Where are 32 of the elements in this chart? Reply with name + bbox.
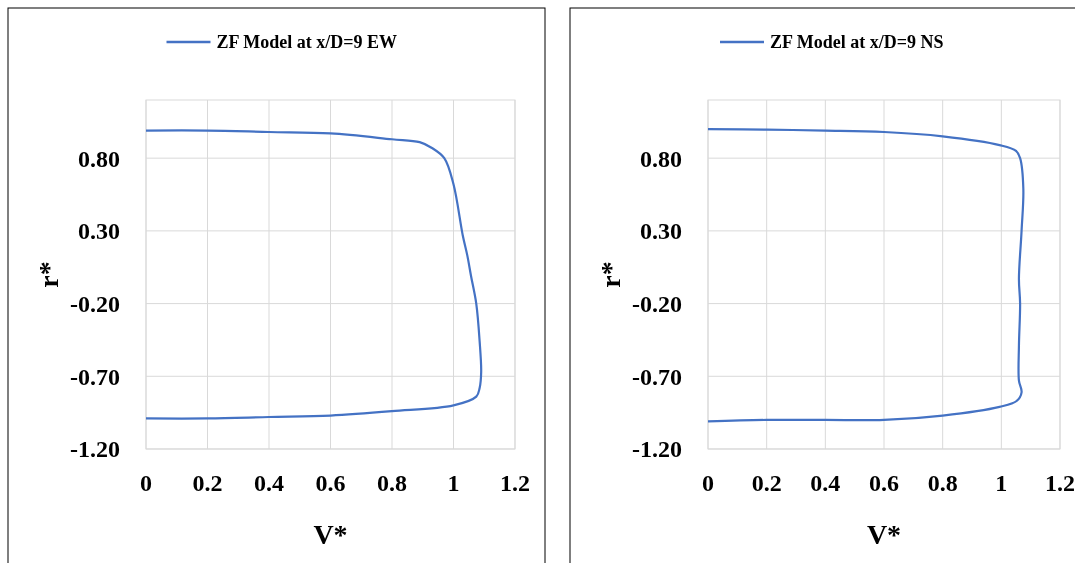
x-tick-label: 1 [995,470,1008,496]
x-tick-label: 1 [447,470,460,496]
y-tick-label: -0.70 [70,363,120,390]
x-tick-label: 0.6 [869,470,899,496]
y-tick-label: 0.80 [78,145,120,172]
x-tick-label: 0.2 [751,470,782,496]
y-tick-label: -1.20 [70,436,120,463]
y-axis-title: r* [595,261,626,288]
x-tick-label: 1.2 [1045,470,1075,496]
x-tick-label: 0.8 [927,470,958,496]
y-tick-label: -0.20 [632,290,682,317]
y-tick-label: -0.20 [70,290,120,317]
x-tick-label: 0.2 [192,470,223,496]
x-tick-label: 0.4 [254,470,284,496]
y-tick-label: -1.20 [632,436,682,463]
y-tick-label: 0.30 [640,218,682,245]
x-tick-label: 0.4 [810,470,841,496]
y-tick-label: 0.80 [640,145,682,172]
y-axis-title: r* [33,261,64,288]
line-series [706,127,1025,423]
x-tick-label: 0 [702,470,714,496]
x-tick-label: 0.6 [315,470,346,496]
x-axis-title: V* [866,519,902,550]
line-series [144,129,483,420]
legend-label: ZF Model at x/D=9 EW [216,32,398,53]
x-axis-title: V* [313,519,348,550]
y-tick-label: -0.70 [632,363,682,390]
x-tick-label: 0.8 [377,470,407,496]
x-tick-label: 0 [140,470,152,496]
x-tick-label: 1.2 [500,470,530,496]
y-tick-label: 0.30 [78,218,120,245]
legend-label: ZF Model at x/D=9 NS [770,32,944,53]
